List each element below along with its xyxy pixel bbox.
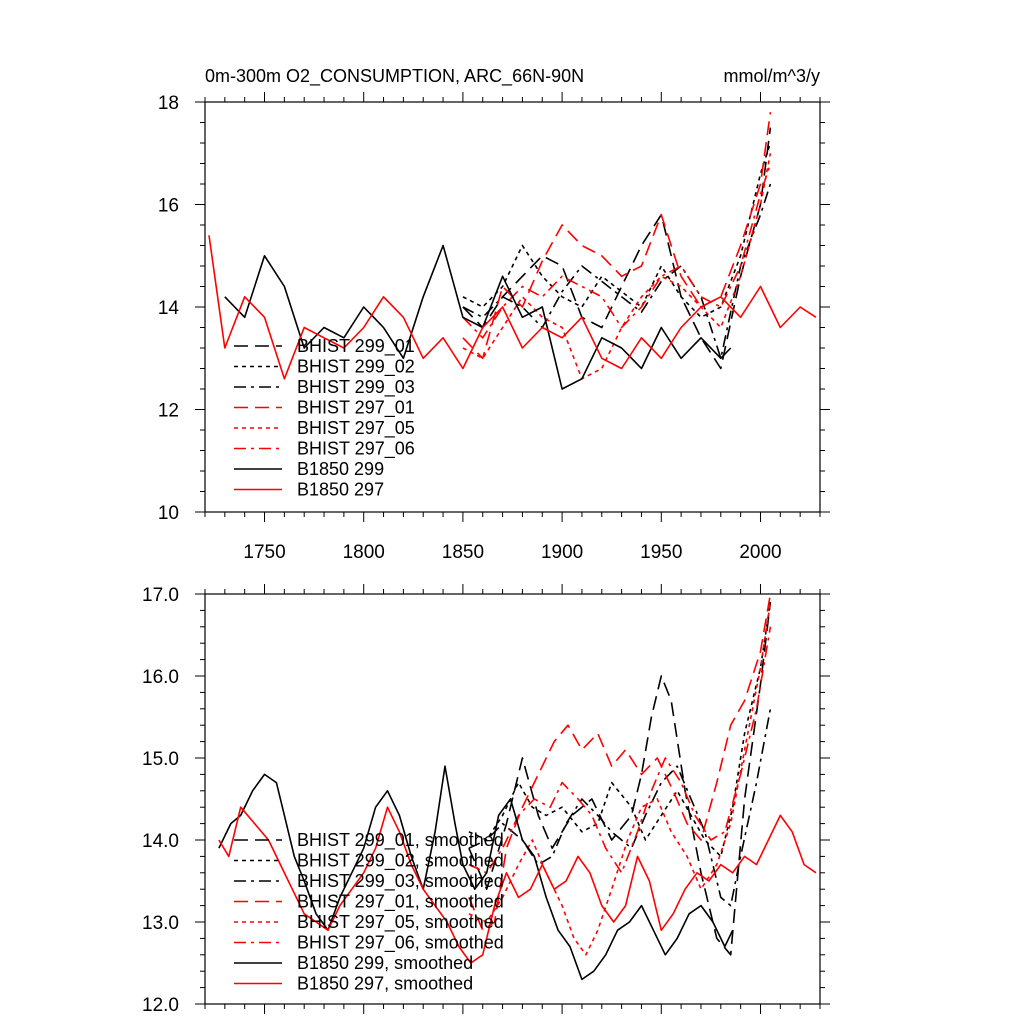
series-line-4 [462, 112, 772, 360]
legend-label-7: B1850 299 [297, 459, 384, 479]
chart-units: mmol/m^3/y [724, 66, 820, 86]
series-line-3 [468, 708, 772, 907]
series-line-7 [218, 765, 734, 981]
x-tick-label: 2000 [739, 542, 781, 563]
x-tick-label: 1800 [343, 542, 385, 563]
y-tick-label: 12 [158, 401, 179, 422]
y-tick-label: 16 [158, 196, 179, 217]
x-tick-label: 1850 [442, 542, 484, 563]
x-tick-label: 1950 [640, 542, 682, 563]
legend-label-6: BHIST 297_06 [297, 439, 415, 460]
bottom-panel: 12.0 13.0 14.0 15.0 16.0 17.0 BHIST 299_01, sm… [142, 584, 830, 1016]
y-tick-label: 15.0 [142, 749, 179, 770]
y-tick-label: 18 [158, 93, 179, 114]
legend-label-4: BHIST 297_01, smoothed [297, 892, 504, 913]
legend-label-1: BHIST 299_01 [297, 336, 415, 357]
chart-title: 0m-300m O2_CONSUMPTION, ARC_66N-90N [205, 66, 584, 87]
series-line-8 [218, 806, 817, 964]
legend-label-3: BHIST 299_03 [297, 377, 415, 398]
series-line-2 [468, 602, 772, 858]
legend-label-5: BHIST 297_05 [297, 418, 415, 439]
series-line-1 [462, 127, 772, 370]
series-line-5 [462, 153, 772, 380]
y-tick-label: 14.0 [142, 831, 179, 852]
series-line-2 [462, 142, 772, 319]
legend-label-8: B1850 297, smoothed [297, 974, 473, 994]
series-group [208, 112, 817, 390]
y-tick-label: 10 [158, 503, 179, 524]
legend-label-8: B1850 297 [297, 480, 384, 500]
legend-label-3: BHIST 299_03, smoothed [297, 871, 504, 892]
legend-label-7: B1850 299, smoothed [297, 953, 473, 973]
legend-label-6: BHIST 297_06, smoothed [297, 933, 504, 954]
series-line-4 [468, 594, 772, 932]
legend-label-1: BHIST 299_01, smoothed [297, 830, 504, 851]
series-line-6 [468, 626, 772, 874]
top-panel: 1750 1800 1850 1900 1950 2000 10 12 14 16 18 BHIST … [158, 92, 830, 563]
y-tick-label: 16.0 [142, 667, 179, 688]
y-tick-label: 12.0 [142, 995, 179, 1016]
legend-label-2: BHIST 299_02 [297, 357, 415, 378]
y-tick-label: 14 [158, 298, 180, 319]
plot-frame [204, 593, 821, 1005]
series-line-1 [468, 602, 772, 956]
x-tick-label: 1900 [541, 542, 583, 563]
x-tick-label: 1750 [243, 542, 285, 563]
legend-label-5: BHIST 297_05, smoothed [297, 912, 504, 933]
series-line-5 [468, 602, 772, 956]
series-line-6 [462, 163, 772, 339]
series-group [218, 594, 817, 981]
y-tick-label: 17.0 [142, 585, 179, 606]
series-line-3 [462, 183, 772, 360]
legend-label-2: BHIST 299_02, smoothed [297, 851, 504, 872]
y-tick-label: 13.0 [142, 913, 179, 934]
series-line-8 [208, 235, 817, 380]
legend-label-4: BHIST 297_01 [297, 398, 415, 419]
